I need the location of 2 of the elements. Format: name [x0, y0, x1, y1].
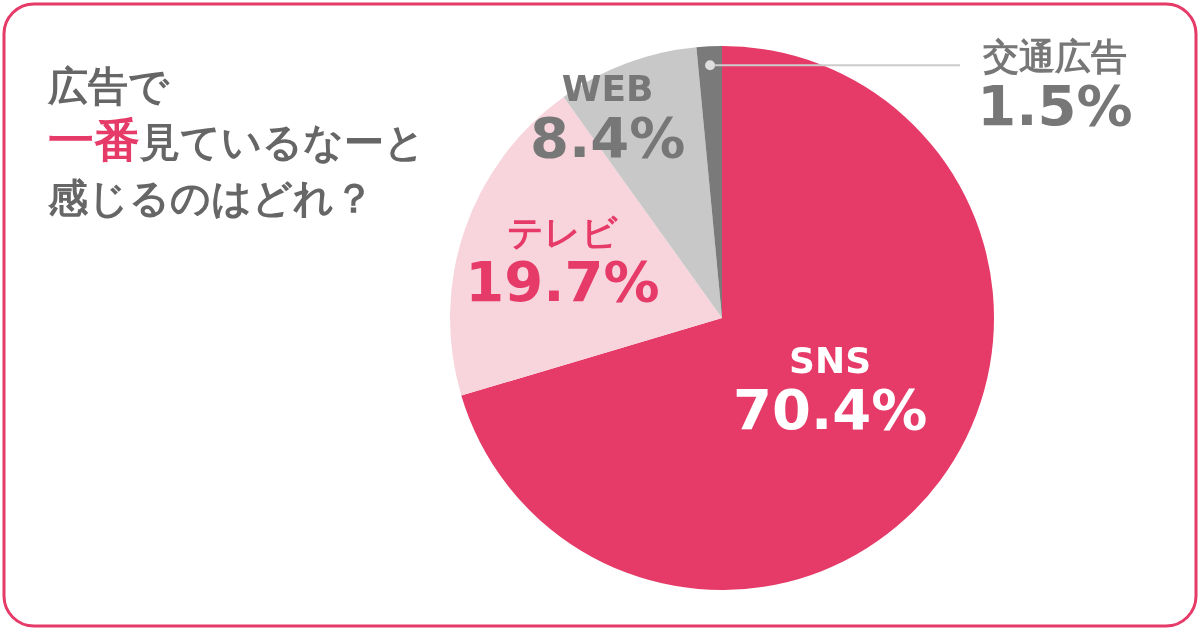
title: 広告で一番見ているなーと感じるのはどれ？	[48, 63, 425, 221]
slice-label: 交通広告	[982, 36, 1127, 78]
